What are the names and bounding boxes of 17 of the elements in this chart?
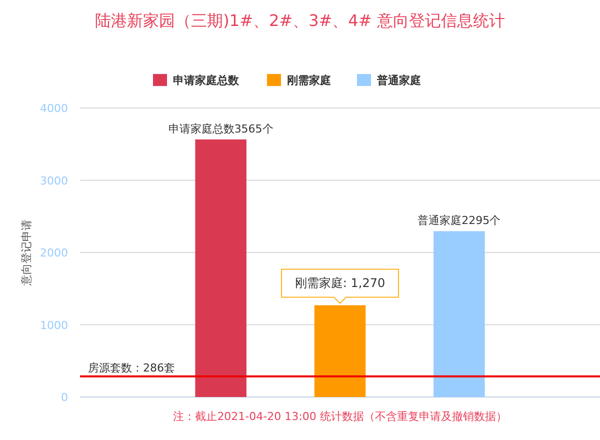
- y-tick-label: 2000: [40, 246, 68, 260]
- legend-label: 普通家庭: [376, 74, 421, 87]
- text: 注：截止2021-04-20 13:00 统计数据（不含重复申请及撤销数据）: [173, 410, 507, 423]
- chart-title: 陆港新家园（三期)1#、2#、3#、4# 意向登记信息统计: [95, 11, 505, 30]
- y-axis-title: 意向登记申请: [20, 220, 33, 286]
- annotation: 刚需家庭: 1,270: [294, 276, 386, 290]
- y-tick-label: 3000: [40, 174, 68, 188]
- y-tick-label: 4000: [40, 102, 68, 115]
- data-label: 普通家庭2295个: [418, 214, 501, 228]
- bar: [195, 139, 246, 397]
- data-label: 申请家庭总数3565个: [168, 122, 274, 136]
- ref-line-label: 房源套数：286套: [88, 361, 175, 374]
- legend-label: 申请家庭总数: [173, 74, 240, 87]
- bar: [434, 231, 485, 397]
- y-tick-label: 0: [61, 391, 68, 404]
- y-tick-label: 1000: [40, 318, 68, 332]
- legend-label: 刚需家庭: [287, 74, 331, 87]
